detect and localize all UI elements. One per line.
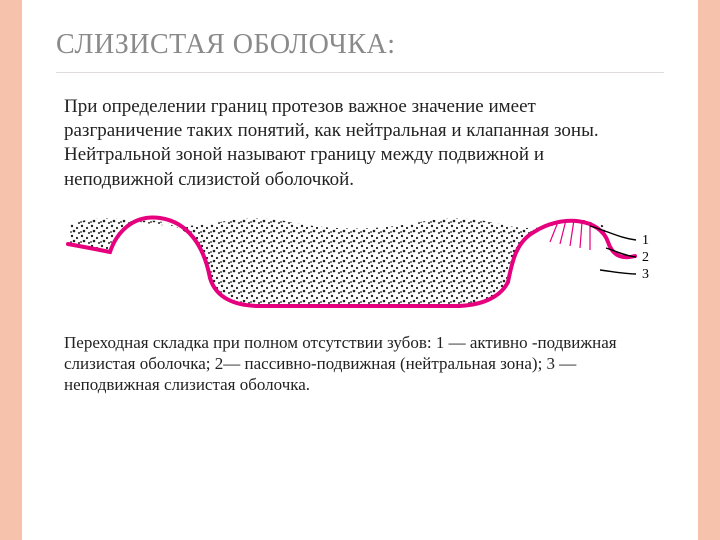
slide-paragraph: При определении границ протезов важное з… <box>64 95 656 192</box>
slide-caption: Переходная складка при полном отсутствии… <box>64 332 656 396</box>
diagram-label-3: 3 <box>642 267 649 282</box>
diagram-label-1: 1 <box>642 233 649 248</box>
slide: СЛИЗИСТАЯ ОБОЛОЧКА: При определении гран… <box>0 0 720 540</box>
tissue-region <box>70 218 605 304</box>
slide-title: СЛИЗИСТАЯ ОБОЛОЧКА: <box>56 28 664 73</box>
diagram-label-2: 2 <box>642 250 649 265</box>
mucosa-diagram: 1 2 3 <box>60 204 660 314</box>
lead-lines <box>590 226 636 274</box>
